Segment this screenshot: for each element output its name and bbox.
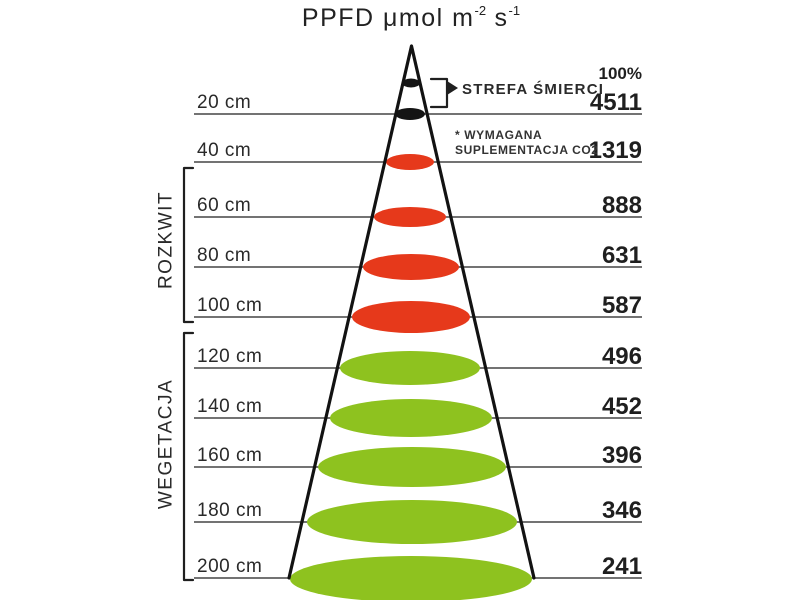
title-superscript-minus2: -2 bbox=[474, 2, 487, 18]
section-flowering: ROZKWIT bbox=[156, 166, 195, 324]
distance-label: 160 cm bbox=[197, 445, 262, 466]
row-120cm: 120 cm 496 bbox=[194, 343, 642, 370]
title-superscript-minus1: -1 bbox=[508, 2, 521, 18]
lamp-output-percent: 100% bbox=[599, 64, 642, 83]
footprint-120cm bbox=[340, 351, 480, 385]
title-mid: s bbox=[486, 4, 509, 32]
light-footprints bbox=[290, 78, 532, 600]
footprint-180cm bbox=[307, 500, 517, 544]
distance-label: 60 cm bbox=[197, 195, 251, 216]
co2-note-line2: SUPLEMENTACJA CO2 bbox=[455, 143, 599, 157]
footprint-60cm bbox=[374, 207, 446, 227]
footprint-20cm bbox=[395, 108, 425, 120]
distance-label: 100 cm bbox=[197, 295, 262, 316]
co2-note: * WYMAGANA SUPLEMENTACJA CO2 bbox=[455, 128, 599, 157]
death-zone-pointer-icon bbox=[447, 81, 458, 95]
distance-label: 80 cm bbox=[197, 245, 251, 266]
distance-label: 180 cm bbox=[197, 500, 262, 521]
ppfd-value: 346 bbox=[602, 497, 642, 524]
distance-label: 200 cm bbox=[197, 556, 262, 577]
distance-label: 140 cm bbox=[197, 396, 262, 417]
footprint-140cm bbox=[330, 399, 492, 437]
ppfd-value: 1319 bbox=[589, 137, 642, 164]
section-vegetation: WEGETACJA bbox=[156, 331, 195, 582]
distance-label: 40 cm bbox=[197, 140, 251, 161]
ppfd-value: 452 bbox=[602, 393, 642, 420]
flowering-bracket bbox=[182, 166, 195, 324]
ppfd-value: 396 bbox=[602, 442, 642, 469]
title-main: PPFD μmol m bbox=[301, 4, 475, 32]
ppfd-value: 631 bbox=[602, 242, 642, 269]
row-40cm: 40 cm 1319 bbox=[194, 137, 642, 164]
ppfd-value: 587 bbox=[602, 292, 642, 319]
death-zone-bracket bbox=[429, 77, 449, 109]
ppfd-value: 496 bbox=[602, 343, 642, 370]
ppfd-value: 4511 bbox=[590, 89, 642, 116]
footprint-40cm bbox=[386, 154, 434, 170]
distance-label: 120 cm bbox=[197, 346, 262, 367]
light-cone-outline bbox=[287, 44, 536, 580]
vegetation-bracket bbox=[182, 331, 195, 582]
ppfd-value: 241 bbox=[602, 553, 642, 580]
footprint-160cm bbox=[318, 447, 506, 487]
chart-title: PPFD μmol m-2 s-1 bbox=[0, 2, 800, 33]
ppfd-value: 888 bbox=[602, 192, 642, 219]
flowering-label: ROZKWIT bbox=[156, 191, 177, 289]
distance-label: 20 cm bbox=[197, 92, 251, 113]
footprint-200cm bbox=[290, 556, 532, 600]
death-zone-label: STREFA ŚMIERCI bbox=[462, 80, 604, 98]
footprint-100cm bbox=[352, 301, 470, 333]
footprint-80cm bbox=[363, 254, 459, 280]
co2-note-line1: * WYMAGANA bbox=[455, 128, 542, 142]
vegetation-label: WEGETACJA bbox=[156, 379, 177, 509]
footprint-death-zone-upper bbox=[402, 78, 420, 88]
row-60cm: 60 cm 888 bbox=[194, 192, 642, 219]
death-zone-annotation: STREFA ŚMIERCI bbox=[429, 77, 604, 109]
